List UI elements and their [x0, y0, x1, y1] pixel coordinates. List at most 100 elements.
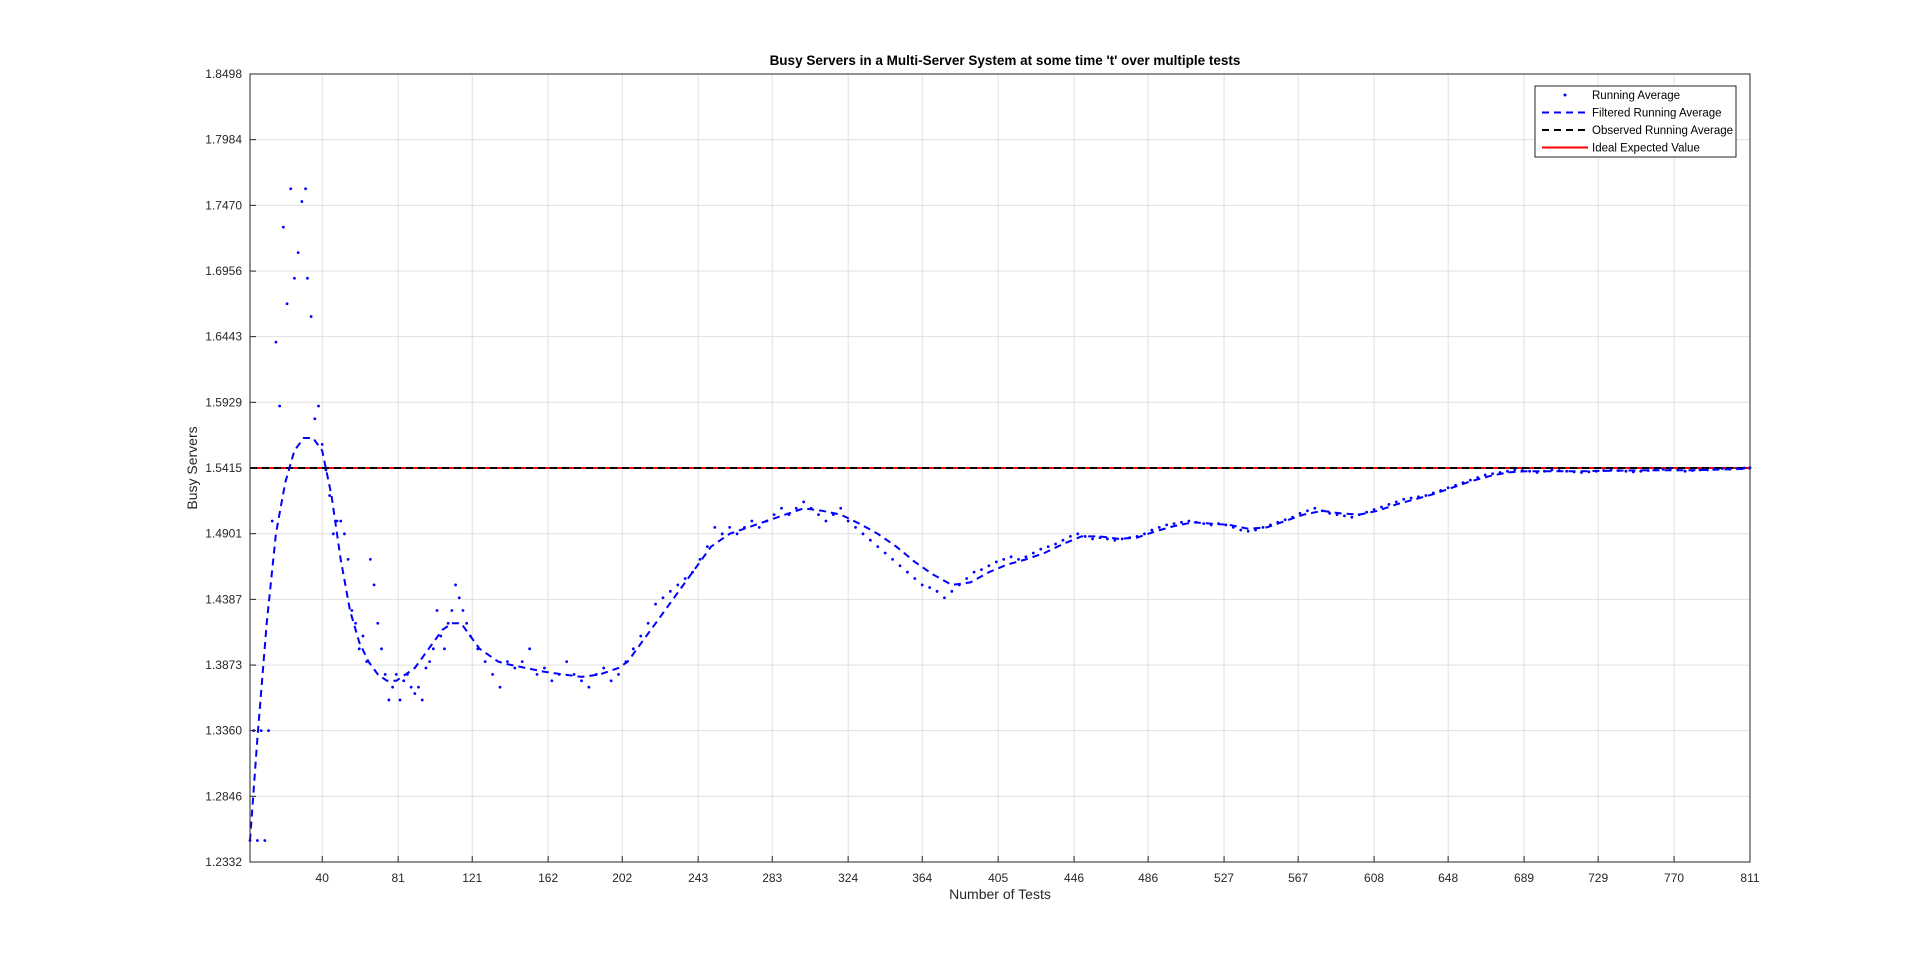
data-point: [861, 532, 865, 536]
data-point: [1320, 509, 1324, 513]
legend-swatch: [1563, 93, 1567, 97]
data-point: [270, 519, 274, 523]
data-point: [624, 660, 628, 664]
data-point: [661, 596, 665, 600]
x-tick-label: 811: [1740, 871, 1759, 885]
data-point: [1402, 497, 1406, 501]
legend-label: Ideal Expected Value: [1592, 143, 1700, 155]
data-point: [1557, 469, 1561, 472]
data-point: [320, 442, 324, 446]
data-point: [1231, 526, 1235, 529]
data-point: [1550, 468, 1554, 472]
data-point: [1328, 511, 1332, 515]
data-point: [465, 621, 469, 625]
data-point: [557, 672, 561, 676]
y-axis: 1.2332 1.2846 1.3360 1.3873 1.4387 1.4901 1.54…: [205, 67, 256, 869]
data-point: [550, 679, 554, 683]
x-tick-label: 405: [988, 871, 1008, 885]
data-point: [1631, 470, 1635, 474]
data-point: [1468, 478, 1472, 482]
data-point: [368, 557, 372, 561]
chart-title: Busy Servers in a Multi-Server System at…: [770, 53, 1241, 68]
data-point: [1728, 467, 1732, 471]
data-point: [706, 545, 709, 548]
data-point: [757, 526, 761, 529]
data-point: [1372, 508, 1376, 511]
data-point: [267, 729, 270, 733]
y-tick-label: 1.5415: [205, 461, 242, 475]
data-point: [1246, 529, 1250, 533]
data-point: [883, 551, 887, 555]
data-point: [263, 839, 267, 842]
data-point: [587, 685, 591, 689]
data-point: [431, 647, 435, 651]
data-point: [1572, 470, 1576, 474]
data-point: [296, 251, 300, 255]
data-point: [259, 729, 263, 733]
data-point: [328, 494, 332, 497]
data-point: [1283, 518, 1287, 522]
data-point: [1735, 467, 1739, 471]
data-point: [476, 647, 480, 651]
data-point: [304, 187, 307, 191]
data-point: [1424, 494, 1428, 497]
y-tick-label: 1.3873: [205, 658, 242, 672]
data-point: [1602, 469, 1606, 472]
data-point: [1528, 469, 1532, 473]
data-point: [391, 685, 394, 689]
data-point: [435, 609, 439, 612]
y-tick-label: 1.5929: [205, 395, 242, 409]
data-point: [1743, 466, 1746, 470]
data-point: [668, 589, 672, 593]
data-point: [293, 276, 296, 280]
x-tick-label: 283: [762, 871, 782, 885]
data-point: [1194, 520, 1198, 524]
y-tick-label: 1.2846: [205, 789, 242, 803]
data-point: [365, 660, 369, 664]
data-point: [1165, 523, 1169, 527]
data-point: [1706, 468, 1709, 472]
data-point: [765, 519, 769, 523]
data-point: [780, 506, 783, 510]
data-point: [1313, 506, 1317, 510]
data-point: [935, 589, 939, 593]
data-point: [354, 621, 357, 625]
x-tick-label: 162: [538, 871, 558, 885]
data-point: [346, 557, 350, 561]
data-point: [424, 666, 428, 670]
data-point: [420, 698, 424, 702]
data-point: [1683, 469, 1687, 473]
data-point: [957, 583, 961, 587]
data-point: [1498, 471, 1502, 474]
data-point: [317, 404, 320, 408]
x-axis: 40 81 121 162 202 243 283 324 364 405 446 486 527 567…: [316, 856, 1760, 885]
data-point: [1409, 496, 1413, 500]
legend-box: [1534, 85, 1737, 158]
data-point: [285, 302, 289, 306]
data-point: [1580, 471, 1583, 474]
data-point: [691, 570, 694, 574]
data-point: [1291, 515, 1294, 519]
y-tick-label: 1.3360: [205, 724, 242, 738]
data-point: [1217, 522, 1220, 525]
data-point: [468, 634, 472, 638]
data-point: [1594, 469, 1598, 473]
data-point: [854, 526, 857, 529]
data-point: [361, 634, 365, 638]
data-point: [720, 532, 724, 536]
legend-entry: Filtered Running Average: [1542, 108, 1722, 120]
data-point: [383, 672, 387, 676]
data-point: [676, 583, 680, 587]
x-tick-label: 40: [316, 871, 330, 885]
data-point: [1543, 469, 1546, 473]
data-point: [824, 519, 828, 523]
x-tick-label: 364: [912, 871, 932, 885]
data-point: [306, 276, 309, 280]
y-tick-label: 1.7470: [205, 198, 242, 212]
data-point: [313, 417, 317, 421]
data-point: [831, 513, 835, 517]
y-tick-label: 1.2332: [205, 855, 242, 869]
data-point: [1128, 536, 1132, 540]
data-point: [980, 568, 983, 571]
